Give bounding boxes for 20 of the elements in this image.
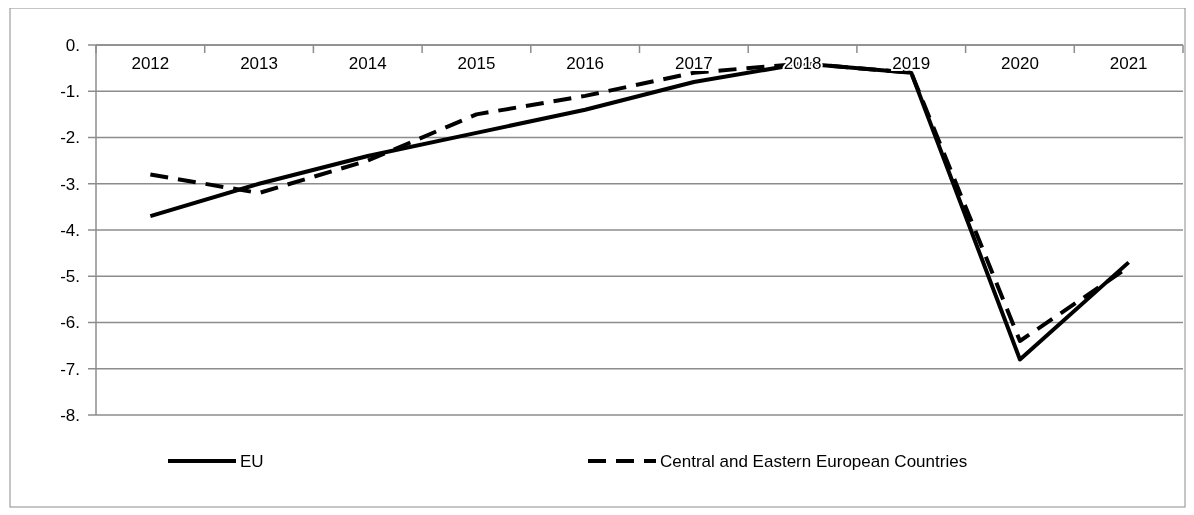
y-tick-label: 0.	[65, 35, 80, 55]
y-tick-label: -2.	[60, 128, 80, 148]
x-tick-label: 2017	[674, 54, 713, 73]
x-tick-label: 2016	[566, 54, 605, 73]
y-tick-label: -5.	[60, 267, 80, 287]
legend-label: Central and Eastern European Countries	[660, 451, 968, 471]
y-tick-label: -8.	[60, 405, 80, 425]
y-tick-label: -3.	[60, 174, 80, 194]
x-tick-label: 2015	[457, 54, 496, 73]
y-tick-label: -1.	[60, 82, 80, 102]
legend-label: EU	[240, 451, 264, 471]
x-tick-label: 2020	[1001, 54, 1039, 73]
x-tick-label: 2013	[240, 54, 278, 73]
x-tick-label: 2014	[348, 54, 387, 73]
y-tick-label: -7.	[60, 359, 80, 379]
y-tick-label: -4.	[60, 220, 80, 240]
x-tick-label: 2021	[1109, 54, 1148, 73]
x-tick-label: 2012	[131, 54, 170, 73]
y-tick-label: -6.	[60, 313, 80, 333]
x-tick-label: 2019	[892, 54, 931, 73]
